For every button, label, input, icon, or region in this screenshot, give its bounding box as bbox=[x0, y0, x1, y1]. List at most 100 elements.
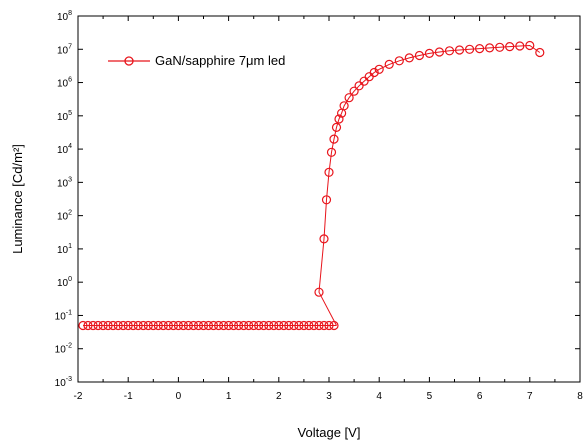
data-point bbox=[193, 320, 204, 331]
data-point bbox=[103, 320, 113, 331]
data-point bbox=[274, 320, 284, 331]
data-point bbox=[515, 41, 525, 51]
data-point bbox=[254, 320, 264, 331]
data-point bbox=[188, 320, 199, 331]
data-point bbox=[264, 320, 274, 331]
data-point bbox=[505, 41, 515, 52]
data-point bbox=[324, 320, 334, 331]
data-point bbox=[384, 59, 394, 70]
data-point bbox=[178, 320, 188, 331]
data-point bbox=[78, 320, 88, 331]
data-point bbox=[118, 320, 128, 331]
y-tick-label: 105 bbox=[57, 110, 72, 123]
x-tick-label: 7 bbox=[527, 391, 533, 402]
x-axis-title: Voltage [V] bbox=[298, 425, 361, 440]
data-point bbox=[239, 320, 249, 331]
x-tick-label: -2 bbox=[74, 391, 83, 402]
data-point bbox=[88, 320, 98, 331]
y-tick-label: 10-3 bbox=[55, 376, 72, 389]
data-point bbox=[203, 320, 214, 331]
series-line bbox=[318, 44, 541, 326]
data-point bbox=[284, 320, 294, 331]
data-point bbox=[444, 46, 455, 56]
data-point bbox=[414, 50, 424, 61]
data-point bbox=[208, 320, 219, 331]
data-point bbox=[321, 195, 332, 205]
y-axis-title: Luminance [Cd/m²] bbox=[10, 144, 25, 254]
data-point bbox=[289, 320, 299, 331]
data-point bbox=[424, 48, 434, 59]
x-tick-label: 1 bbox=[226, 391, 232, 402]
data-point bbox=[133, 320, 143, 331]
data-point bbox=[434, 47, 444, 57]
x-tick-label: 6 bbox=[477, 391, 483, 402]
x-tick-label: 5 bbox=[427, 391, 433, 402]
y-tick-label: 101 bbox=[57, 243, 72, 256]
data-point bbox=[369, 67, 379, 78]
y-tick-label: 107 bbox=[57, 43, 72, 56]
data-point bbox=[319, 234, 329, 244]
y-tick-label: 10-1 bbox=[55, 309, 72, 322]
legend: GaN/sapphire 7μm led bbox=[108, 53, 285, 68]
data-point bbox=[475, 43, 485, 54]
data-point bbox=[454, 45, 465, 55]
y-tick-label: 100 bbox=[57, 276, 72, 289]
data-point bbox=[128, 320, 138, 331]
x-tick-label: 8 bbox=[577, 391, 583, 402]
data-point bbox=[168, 320, 178, 331]
data-point bbox=[359, 76, 369, 86]
y-tick-label: 104 bbox=[57, 143, 72, 156]
data-point bbox=[465, 44, 475, 54]
data-point bbox=[326, 147, 337, 157]
data-point bbox=[485, 43, 495, 53]
data-point bbox=[83, 320, 93, 331]
data-point bbox=[329, 134, 339, 144]
data-point bbox=[229, 320, 239, 331]
data-point bbox=[138, 320, 148, 331]
data-point bbox=[93, 320, 103, 331]
legend-label: GaN/sapphire 7μm led bbox=[155, 53, 285, 68]
data-point bbox=[324, 167, 334, 177]
x-tick-label: 3 bbox=[326, 391, 332, 402]
data-point bbox=[309, 320, 319, 331]
data-point bbox=[143, 320, 153, 331]
data-point bbox=[344, 93, 354, 103]
data-point bbox=[158, 320, 168, 331]
axis-ticks: -2 -1 0 1 2 3 4 5 6 7 8 10-3 10-2 10-1 100 101 102 103 104… bbox=[55, 10, 584, 402]
data-point bbox=[374, 64, 384, 74]
data-point bbox=[234, 320, 244, 331]
data-point bbox=[224, 320, 234, 331]
data-points bbox=[78, 40, 545, 331]
data-point bbox=[148, 320, 158, 331]
data-point bbox=[214, 320, 224, 331]
data-point bbox=[183, 320, 193, 331]
y-tick-label: 106 bbox=[57, 77, 72, 90]
y-tick-label: 10-2 bbox=[55, 343, 72, 356]
data-point bbox=[339, 101, 349, 111]
x-tick-label: -1 bbox=[124, 391, 133, 402]
data-point bbox=[269, 320, 279, 331]
data-point bbox=[153, 320, 163, 331]
data-point bbox=[525, 40, 535, 51]
data-point bbox=[279, 320, 289, 331]
x-tick-label: 2 bbox=[276, 391, 282, 402]
data-point bbox=[198, 320, 209, 331]
legend-marker bbox=[124, 56, 134, 66]
data-point bbox=[354, 81, 364, 91]
data-point bbox=[319, 320, 329, 331]
data-point bbox=[173, 320, 183, 331]
data-point bbox=[314, 287, 324, 297]
data-point bbox=[113, 320, 123, 331]
y-tick-label: 108 bbox=[57, 10, 72, 23]
data-point bbox=[404, 53, 414, 63]
data-point bbox=[394, 56, 404, 66]
data-point bbox=[259, 320, 269, 331]
data-point bbox=[329, 320, 339, 331]
data-point bbox=[123, 320, 133, 331]
data-point bbox=[163, 320, 173, 331]
x-tick-label: 0 bbox=[176, 391, 182, 402]
data-point bbox=[299, 320, 309, 331]
data-point bbox=[334, 114, 344, 124]
data-point bbox=[495, 42, 505, 52]
